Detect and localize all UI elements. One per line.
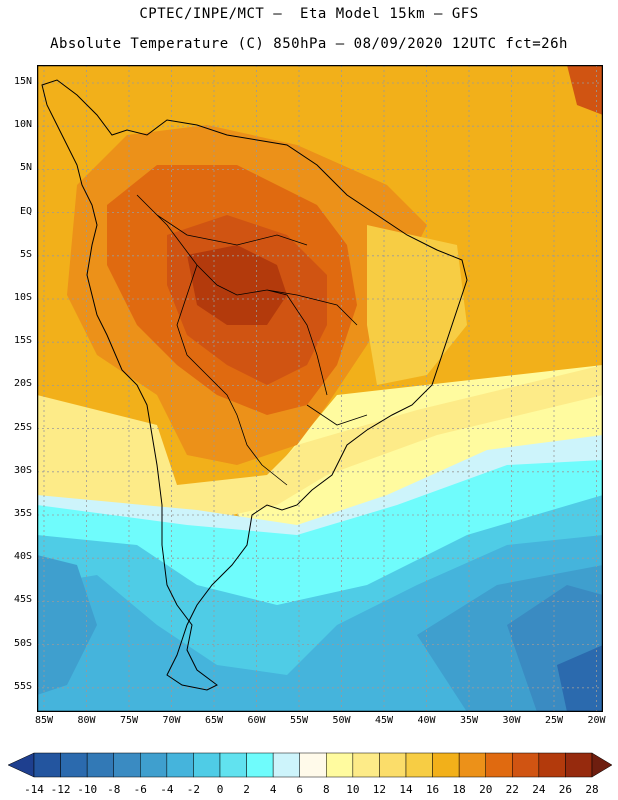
colorbar-segment	[272, 752, 300, 778]
latitude-label: 20S	[13, 378, 32, 390]
longitude-label: 25W	[544, 715, 564, 726]
colorbar-tick-label: 4	[269, 783, 277, 796]
longitude-label: 55W	[289, 715, 309, 726]
colorbar-segment	[246, 752, 274, 778]
colorbar-segment	[458, 752, 486, 778]
colorbar-tick-label: -10	[77, 783, 98, 796]
colorbar-tick-label: 28	[585, 783, 599, 796]
colorbar-segment	[299, 752, 327, 778]
colorbar-tick-label: 0	[216, 783, 224, 796]
colorbar-tick-label: 22	[505, 783, 519, 796]
longitude-label: 35W	[459, 715, 479, 726]
political-borders	[136, 194, 368, 486]
temp-band-12c	[37, 365, 603, 525]
longitude-label: 40W	[417, 715, 436, 726]
map-frame	[37, 65, 603, 712]
colorbar-tick-label: 26	[558, 783, 573, 796]
colorbar-tick-label: 10	[346, 783, 360, 796]
latitude-label: 15N	[13, 76, 32, 87]
colorbar-segment	[432, 752, 460, 778]
colorbar-segment	[538, 752, 566, 778]
latitude-label: 45S	[13, 594, 32, 606]
latitude-label: 10N	[13, 119, 32, 131]
latitude-label: 15S	[13, 335, 32, 347]
colorbar-tick-label: 16	[425, 783, 440, 796]
longitude-label: 75W	[119, 715, 139, 726]
colorbar-tick-label: -4	[160, 783, 174, 796]
colorbar-segment	[193, 752, 221, 778]
colorbar-segment	[379, 752, 407, 778]
latitude-label: 30S	[13, 464, 32, 476]
temp-band-west-2c	[37, 555, 97, 695]
latitude-label: 50S	[13, 637, 32, 649]
colorbar-tick-label: 24	[532, 783, 546, 796]
colorbar-segment	[60, 752, 88, 778]
latitude-label: 35S	[13, 508, 32, 519]
colorbar-tick-label: -2	[186, 783, 201, 796]
colorbar-tick-label: -14	[24, 783, 44, 796]
south-america-coastline	[41, 79, 468, 691]
temp-band-caribbean-22c	[567, 65, 603, 115]
colorbar-segment	[219, 752, 247, 778]
colorbar-tick-label: 14	[399, 783, 413, 796]
latitude-label: EQ	[19, 205, 32, 217]
longitude-label: 20W	[587, 715, 606, 726]
colorbar-tick-label: 12	[372, 783, 387, 796]
temperature-map	[37, 65, 603, 712]
longitude-label: 85W	[34, 715, 54, 726]
latitude-label: 5N	[19, 162, 32, 174]
latitude-label: 25S	[13, 421, 32, 433]
lat-lon-grid	[37, 65, 603, 712]
colorbar-tick-label: -8	[107, 783, 121, 796]
longitude-label: 65W	[204, 715, 224, 726]
colorbar-tick-label: 8	[322, 783, 330, 796]
longitude-label: 60W	[247, 715, 266, 726]
latitude-label: 40S	[13, 551, 32, 563]
colorbar-tick-label: 6	[296, 783, 304, 796]
temp-band-neg8c	[557, 645, 603, 712]
longitude-label: 80W	[77, 715, 96, 726]
longitude-label: 30W	[502, 715, 521, 726]
colorbar-segment	[485, 752, 513, 778]
colorbar-tick-label: 18	[452, 783, 466, 796]
colorbar-segment	[405, 752, 433, 778]
colorbar-segment	[113, 752, 141, 778]
latitude-label: 5S	[19, 248, 32, 260]
colorbar-segment	[565, 752, 593, 778]
temp-band-east-16c	[367, 225, 467, 385]
chart-title-line1: CPTEC/INPE/MCT – Eta Model 15km – GFS	[139, 6, 479, 22]
longitude-label: 45W	[374, 715, 394, 726]
latitude-label: 55S	[13, 680, 32, 692]
colorbar-segment	[166, 752, 194, 778]
colorbar-segment	[352, 752, 380, 778]
colorbar-max-arrow	[591, 752, 613, 778]
colorbar-segment	[326, 752, 354, 778]
colorbar-segment	[86, 752, 114, 778]
colorbar-segment	[140, 752, 168, 778]
colorbar-tick-label: -12	[50, 783, 71, 796]
temp-band-24c	[187, 245, 287, 325]
chart-title-line2: Absolute Temperature (C) 850hPa – 08/09/…	[50, 36, 568, 52]
colorbar-segment	[512, 752, 540, 778]
longitude-label: 70W	[162, 715, 181, 726]
longitude-label: 50W	[332, 715, 351, 726]
colorbar-tick-label: -6	[133, 783, 147, 796]
colorbar	[7, 752, 613, 778]
colorbar-tick-label: 20	[479, 783, 493, 796]
colorbar-tick-label: 2	[243, 783, 250, 796]
colorbar-min-arrow	[7, 752, 35, 778]
latitude-label: 10S	[13, 292, 32, 303]
colorbar-segment	[33, 752, 61, 778]
